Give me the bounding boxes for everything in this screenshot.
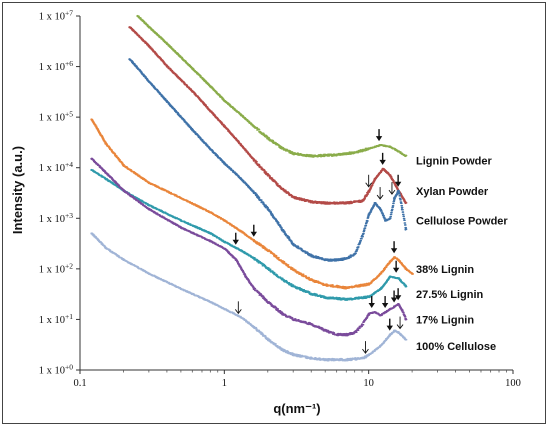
series-label: 100% Cellulose — [416, 341, 496, 353]
figure-frame — [2, 2, 546, 424]
y-tick-label: 1 x 10+7 — [39, 8, 73, 23]
series-curve — [136, 15, 408, 158]
arrow-head — [386, 325, 393, 331]
arrow-head — [362, 348, 369, 354]
series-17-lignin — [90, 157, 408, 337]
series-label: Cellulose Powder — [416, 216, 508, 228]
peak-arrow — [388, 182, 396, 195]
peak-arrow — [375, 129, 383, 142]
peak-arrow — [392, 260, 400, 273]
series-cellulose-powder — [128, 58, 408, 262]
peak-arrow — [390, 290, 398, 303]
series-curve — [90, 118, 415, 290]
arrow-head — [392, 267, 400, 273]
peak-arrow — [396, 316, 404, 330]
y-tick-label: 1 x 10+2 — [39, 261, 73, 276]
arrow-head — [388, 189, 396, 195]
series-38-lignin — [90, 118, 415, 290]
series-label: 27.5% Lignin — [416, 289, 484, 301]
series-label: 17% Lignin — [416, 314, 474, 326]
series-label: 38% Lignin — [416, 264, 474, 276]
peak-arrow — [250, 224, 257, 237]
y-tick-label: 1 x 10+3 — [39, 210, 73, 225]
arrow-head — [375, 136, 383, 142]
series-label: Lignin Powder — [416, 155, 492, 167]
series-curve — [90, 157, 408, 337]
series-lignin-powder — [136, 14, 408, 158]
arrow-head — [379, 159, 386, 165]
plot-area — [90, 14, 415, 362]
arrow-head — [368, 303, 375, 309]
arrow-head — [390, 248, 398, 254]
peak-arrow — [362, 341, 369, 354]
y-tick-label: 1 x 10+6 — [39, 59, 73, 74]
series-labels: Lignin Powder Xylan Powder Cellulose Powde… — [416, 155, 508, 353]
series-curve — [128, 58, 408, 262]
peak-arrow — [232, 232, 239, 245]
x-tick-label: 0.1 — [73, 378, 86, 389]
y-tick-label: 1 x 10+0 — [39, 362, 73, 377]
arrow-head — [394, 295, 402, 301]
y-tick-label: 1 x 10+5 — [39, 109, 73, 124]
series-xylan-powder — [128, 26, 408, 205]
peak-arrow — [365, 174, 373, 188]
arrow-head — [232, 239, 239, 245]
arrow-head — [234, 309, 242, 315]
x-tick-label: 1 — [222, 378, 227, 389]
arrow-head — [381, 303, 389, 309]
arrow-head — [390, 297, 398, 303]
x-tick-label: 10 — [363, 378, 374, 389]
peak-arrow — [386, 318, 393, 331]
arrow-head — [376, 194, 384, 200]
peak-arrow — [390, 241, 398, 254]
peak-arrow — [381, 296, 389, 309]
arrow-head — [365, 182, 373, 188]
peak-arrow — [394, 174, 402, 187]
y-tick-label: 1 x 10+4 — [39, 160, 73, 175]
y-tick-label: 1 x 10+1 — [39, 311, 73, 326]
peak-arrow — [234, 301, 242, 315]
arrow-head — [396, 324, 404, 330]
peak-arrow — [368, 296, 375, 309]
series-100-cellulose — [90, 232, 408, 362]
peak-arrow — [394, 288, 402, 301]
arrow-head — [250, 231, 257, 237]
series-curve — [128, 26, 408, 205]
peak-arrow — [379, 152, 386, 165]
x-tick-label: 100 — [505, 378, 521, 389]
x-axis-title: q(nm⁻¹) — [273, 401, 320, 416]
series-curve — [90, 232, 408, 362]
peak-arrow — [376, 187, 384, 200]
axes: 0.1 1 10 100 1 x 10+0 1 x 10+1 1 x 10+2 1 x 10+… — [39, 8, 521, 389]
y-axis-title: Intensity (a.u.) — [10, 146, 25, 234]
arrow-head — [394, 181, 402, 187]
series-label: Xylan Powder — [416, 186, 489, 198]
